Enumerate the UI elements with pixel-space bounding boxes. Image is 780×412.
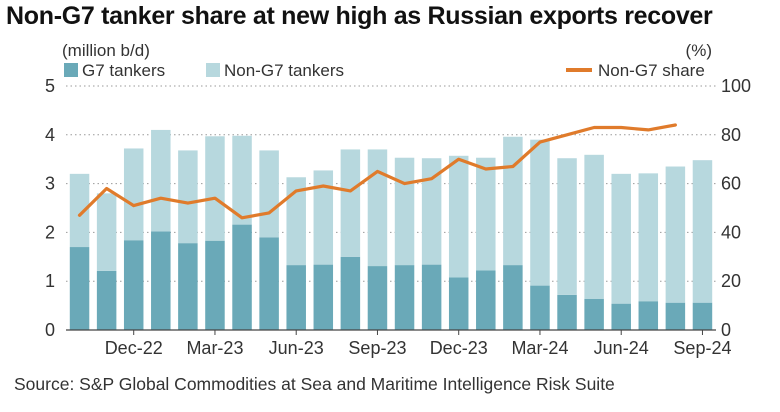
- bar-g7: [69, 247, 90, 330]
- bar-g7: [421, 264, 442, 330]
- bar-non-g7: [394, 157, 415, 266]
- bar-g7: [367, 266, 388, 330]
- bar-g7: [557, 294, 577, 330]
- legend-swatch-non-g7: [206, 63, 220, 77]
- source-note: Source: S&P Global Commodities at Sea an…: [14, 374, 615, 394]
- bar-g7: [394, 265, 415, 330]
- bar-non-g7: [557, 158, 577, 295]
- share-line: [77, 123, 678, 220]
- x-tick-label: Dec-22: [105, 338, 163, 358]
- bar-non-g7: [638, 173, 659, 302]
- y-left-tick-label: 0: [45, 320, 55, 340]
- bar-non-g7: [178, 150, 198, 244]
- bar-g7: [665, 302, 686, 330]
- y-right-tick-label: 60: [721, 174, 741, 194]
- bar-non-g7: [367, 149, 388, 267]
- bar-g7: [448, 277, 469, 330]
- bar-non-g7: [584, 154, 604, 299]
- bar-g7: [638, 301, 659, 330]
- bar-g7: [205, 240, 225, 330]
- bar-non-g7: [448, 155, 469, 278]
- bar-non-g7: [205, 136, 225, 241]
- bar-non-g7: [530, 139, 550, 286]
- y-left-tick-label: 5: [45, 76, 55, 96]
- y-right-tick-label: 40: [721, 222, 741, 242]
- bar-non-g7: [421, 158, 442, 265]
- y-right-label: (%): [686, 41, 712, 60]
- bar-g7: [286, 265, 306, 330]
- bar-g7: [611, 303, 631, 330]
- bar-g7: [178, 243, 198, 330]
- bar-g7: [313, 264, 334, 330]
- bar-g7: [151, 231, 171, 330]
- bar-g7: [232, 224, 252, 330]
- bar-non-g7: [476, 157, 496, 271]
- y-left-tick-label: 4: [45, 125, 55, 145]
- bar-g7: [123, 240, 144, 330]
- x-tick-label: Jun-24: [594, 338, 649, 358]
- bar-g7: [503, 265, 523, 330]
- bar-non-g7: [69, 173, 90, 248]
- bar-non-g7: [286, 177, 306, 266]
- y-left-tick-label: 3: [45, 174, 55, 194]
- bar-g7: [96, 270, 117, 330]
- y-right-tick-label: 100: [721, 76, 751, 96]
- bar-non-g7: [151, 129, 171, 232]
- y-left-label: (million b/d): [62, 41, 150, 60]
- y-right-tick-label: 80: [721, 125, 741, 145]
- bar-g7: [476, 270, 496, 330]
- bar-non-g7: [232, 135, 252, 225]
- legend-label-non-g7: Non-G7 tankers: [224, 61, 344, 80]
- chart-title: Non-G7 tanker share at new high as Russi…: [6, 2, 713, 30]
- y-left-tick-label: 2: [45, 222, 55, 242]
- x-tick-label: Mar-24: [511, 338, 568, 358]
- y-right-tick-label: 0: [721, 320, 731, 340]
- x-tick-label: Sep-24: [673, 338, 731, 358]
- bar-non-g7: [313, 170, 334, 265]
- bar-non-g7: [665, 166, 686, 303]
- bar-g7: [340, 256, 361, 330]
- y-right-tick-label: 20: [721, 271, 741, 291]
- bar-non-g7: [123, 148, 144, 241]
- y-left-tick-label: 1: [45, 271, 55, 291]
- x-tick-label: Dec-23: [430, 338, 488, 358]
- bar-non-g7: [259, 150, 279, 238]
- bar-non-g7: [503, 136, 523, 266]
- x-tick-label: Sep-23: [348, 338, 406, 358]
- legend-label-share: Non-G7 share: [598, 61, 705, 80]
- bar-non-g7: [611, 173, 631, 304]
- x-tick-label: Jun-23: [269, 338, 324, 358]
- bar-g7: [692, 302, 713, 330]
- x-tick-label: Mar-23: [186, 338, 243, 358]
- bar-non-g7: [692, 160, 713, 303]
- bar-g7: [259, 237, 279, 330]
- bar-non-g7: [96, 193, 117, 271]
- legend-swatch-g7: [64, 63, 78, 77]
- legend-label-g7: G7 tankers: [82, 61, 165, 80]
- bar-g7: [530, 285, 550, 330]
- bar-non-g7: [340, 149, 361, 257]
- bar-g7: [584, 298, 604, 330]
